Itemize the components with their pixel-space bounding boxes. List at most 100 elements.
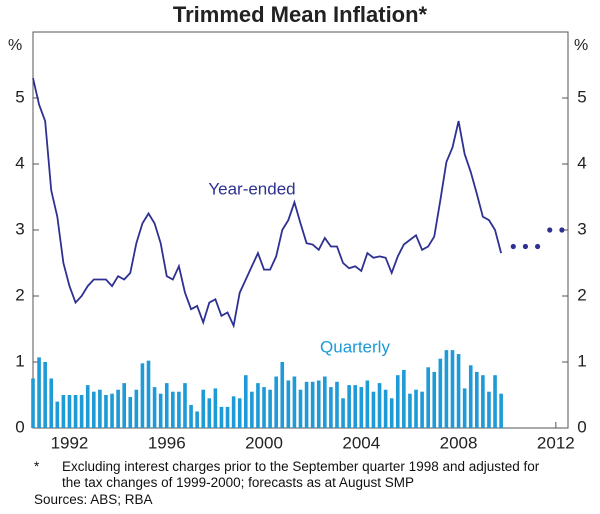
- bar: [37, 357, 41, 428]
- bar: [128, 396, 133, 428]
- bar: [49, 378, 54, 428]
- bar: [438, 358, 443, 428]
- bar: [481, 375, 485, 428]
- bar: [389, 398, 394, 428]
- x-tick-label: 1992: [51, 433, 89, 452]
- bar: [195, 411, 199, 428]
- bar: [298, 389, 303, 428]
- bar: [468, 365, 473, 428]
- bar: [67, 395, 72, 428]
- bar: [426, 367, 430, 428]
- bar: [158, 393, 163, 428]
- forecast-dot: [510, 243, 516, 250]
- bar: [365, 380, 370, 428]
- y-tick-label: 4: [15, 153, 24, 172]
- bar: [237, 398, 242, 428]
- bar: [110, 393, 114, 428]
- bar: [456, 354, 461, 428]
- y-axis-label: %: [8, 37, 22, 54]
- bar: [353, 385, 358, 428]
- series-label: Quarterly: [320, 337, 390, 356]
- bar: [462, 388, 467, 428]
- bar: [43, 362, 47, 428]
- bar: [177, 391, 181, 428]
- bar: [402, 369, 406, 428]
- x-tick-label: 2008: [440, 433, 478, 452]
- bar: [383, 389, 388, 428]
- bar: [256, 383, 260, 428]
- y2-tick-label: 1: [577, 351, 586, 370]
- bar: [316, 380, 321, 428]
- bar: [395, 375, 400, 428]
- y2-tick-label: 2: [577, 285, 586, 304]
- y-tick-label: 3: [15, 219, 24, 238]
- bar: [310, 381, 315, 428]
- bar: [304, 381, 309, 428]
- bar: [487, 391, 491, 428]
- bar: [201, 389, 206, 428]
- footnote: Excluding interest charges prior to the …: [62, 459, 540, 490]
- bar: [450, 350, 455, 428]
- line: [32, 77, 502, 329]
- y2-tick-label: 3: [577, 219, 586, 238]
- forecast-dot: [559, 227, 565, 233]
- bar: [122, 383, 126, 428]
- bar: [377, 383, 382, 428]
- bar: [207, 398, 212, 428]
- forecast-dot: [522, 243, 529, 250]
- bar: [493, 375, 497, 428]
- forecast-dot: [547, 227, 553, 233]
- x-tick-label: 1996: [148, 433, 186, 452]
- bar: [420, 391, 424, 428]
- bar: [274, 376, 278, 428]
- y-tick-label: 5: [15, 87, 24, 106]
- bar: [104, 395, 108, 428]
- bar: [91, 391, 96, 428]
- bar: [250, 391, 254, 428]
- bar: [219, 406, 224, 428]
- chart: Trimmed Mean Inflation* % % Year-ended Q…: [8, 2, 588, 453]
- bar: [359, 387, 364, 428]
- bar: [444, 350, 449, 428]
- y2-tick-label: 4: [577, 153, 586, 172]
- bar: [475, 371, 479, 428]
- y-tick-label: 0: [15, 417, 24, 436]
- bar: [243, 375, 248, 428]
- bar: [335, 381, 339, 428]
- bar: [146, 360, 151, 428]
- bar: [286, 380, 291, 428]
- bar: [140, 363, 145, 428]
- bar: [280, 362, 285, 428]
- bar: [268, 389, 272, 428]
- plot-frame: [32, 31, 569, 429]
- series-label: Year-ended: [208, 179, 295, 198]
- bar: [292, 376, 297, 428]
- bar: [262, 387, 266, 428]
- bar: [231, 396, 236, 428]
- bar: [31, 378, 35, 428]
- y-tick-label: 2: [15, 285, 24, 304]
- bar: [329, 387, 333, 428]
- bar: [432, 371, 437, 428]
- chart-title: Trimmed Mean Inflation*: [173, 2, 428, 27]
- bar: [134, 389, 139, 428]
- footnote-marker: *: [34, 459, 40, 474]
- forecast-dot: [535, 243, 541, 250]
- bar: [73, 395, 78, 428]
- bar: [116, 389, 120, 428]
- bar: [323, 376, 327, 428]
- bar: [213, 388, 218, 428]
- bar: [414, 389, 418, 428]
- bar: [98, 389, 102, 428]
- bar: [225, 406, 230, 428]
- y2-axis-label: %: [574, 37, 588, 54]
- bar: [499, 393, 503, 428]
- bar: [183, 383, 187, 428]
- bar: [347, 385, 351, 428]
- sources: Sources: ABS; RBA: [34, 492, 153, 507]
- bar: [152, 387, 157, 428]
- bar: [171, 391, 175, 428]
- bar: [341, 398, 345, 428]
- x-tick-label: 2012: [537, 433, 575, 452]
